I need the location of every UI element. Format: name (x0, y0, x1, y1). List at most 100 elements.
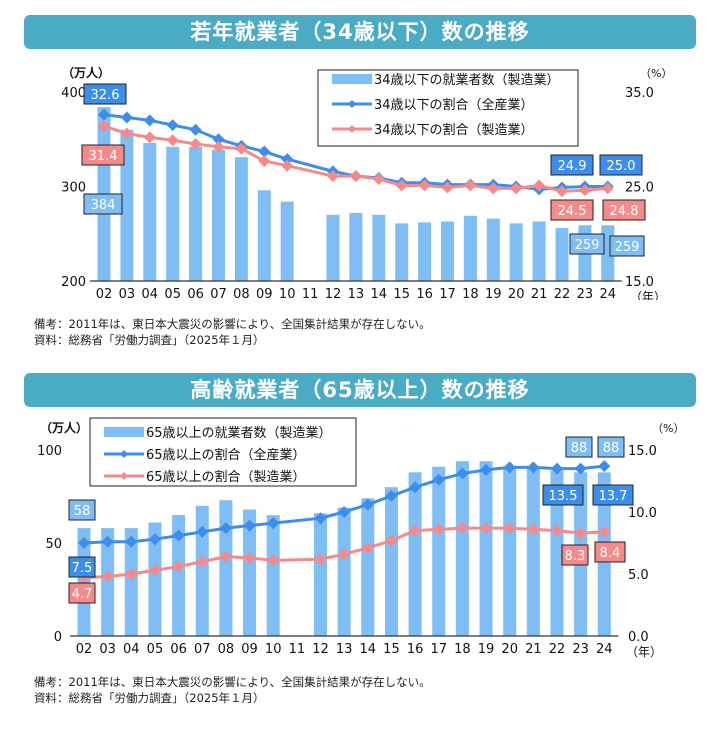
bar-09 (243, 509, 257, 636)
marker-all-04 (143, 114, 156, 127)
legend-swatch-marker (348, 125, 356, 133)
x-tick-label: 16 (416, 287, 433, 300)
legend-swatch-bar (104, 427, 144, 437)
marker-all-19 (480, 463, 493, 476)
bar-17 (441, 221, 454, 281)
marker-all-14 (361, 498, 374, 511)
x-tick-label: 15 (393, 287, 410, 300)
marker-mfg-06 (172, 560, 185, 573)
x-tick-label: 22 (549, 642, 566, 657)
x-tick-label: 16 (407, 642, 424, 657)
x-tick-label: 07 (194, 642, 211, 657)
x-tick-label: 07 (210, 287, 227, 300)
marker-mfg-03 (120, 127, 133, 140)
left-tick-label: 200 (61, 275, 86, 290)
bar-05 (148, 522, 162, 636)
marker-all-13 (338, 506, 351, 518)
marker-all-22 (551, 462, 563, 475)
marker-mfg-19 (487, 182, 500, 195)
x-tick-label: 02 (96, 287, 113, 300)
marker-mfg-21 (527, 523, 540, 536)
left-tick-label: 400 (61, 86, 86, 101)
marker-all-10 (281, 153, 294, 166)
line-all-industries (83, 464, 605, 545)
data-label: 4.7 (72, 587, 93, 602)
bar-05 (166, 146, 180, 281)
x-tick-label: 12 (325, 287, 342, 300)
bar-20 (509, 223, 523, 281)
data-label-box (597, 436, 625, 458)
bar-12 (314, 513, 327, 636)
left-tick-label: 100 (37, 444, 62, 459)
marker-all-07 (196, 525, 209, 538)
bar-16 (408, 472, 422, 636)
marker-all-18 (456, 467, 469, 480)
data-label-box (68, 499, 96, 521)
legend-entry: 34歳以下の就業者数（製造業） (374, 72, 560, 88)
right-tick-label: 10.0 (628, 506, 657, 521)
legend-entry: 65歳以上の割合（製造業） (146, 469, 306, 485)
x-tick-label: 24 (600, 287, 617, 300)
left-tick-label: 0 (54, 630, 62, 645)
line-manufacturing (83, 526, 605, 580)
data-label: 24.8 (610, 204, 639, 219)
x-tick-label: 06 (170, 642, 187, 657)
marker-mfg-14 (361, 541, 374, 554)
marker-mfg-02 (98, 120, 110, 133)
marker-mfg-13 (349, 170, 362, 183)
legend-swatch-bar (332, 74, 372, 84)
x-tick-label: 04 (123, 642, 140, 657)
marker-all-07 (212, 133, 225, 146)
marker-all-05 (166, 119, 179, 132)
marker-mfg-03 (101, 570, 114, 583)
marker-all-04 (125, 535, 138, 548)
marker-all-03 (101, 535, 114, 548)
right-tick-label: 35.0 (625, 86, 654, 101)
x-tick-label: 18 (462, 287, 479, 300)
marker-mfg-17 (441, 181, 454, 194)
legend-entry: 34歳以下の割合（全産業） (374, 97, 534, 113)
x-tick-label: 20 (508, 287, 525, 300)
x-tick-label: 22 (554, 287, 571, 300)
marker-all-15 (385, 489, 398, 502)
marker-mfg-16 (409, 524, 422, 537)
marker-mfg-24 (601, 182, 614, 195)
chart-title-senior: 高齢就業者（65歳以上）数の推移 (24, 373, 696, 407)
bar-16 (418, 222, 432, 281)
x-tick-label: 23 (572, 642, 589, 657)
legend-entry: 65歳以上の割合（全産業） (146, 447, 306, 463)
marker-all-16 (409, 481, 422, 494)
data-label-box (565, 436, 593, 458)
x-tick-label: 15 (383, 642, 400, 657)
marker-mfg-15 (385, 534, 398, 547)
line-manufacturing (103, 124, 608, 193)
bar-08 (234, 157, 248, 281)
x-tick-label: 23 (577, 287, 594, 300)
bar-06 (189, 146, 203, 281)
source-young: 資料：総務省「労働力調査」（2025年１月） (34, 333, 265, 347)
data-label: 259 (615, 240, 640, 255)
marker-all-06 (172, 529, 185, 542)
marker-mfg-12 (327, 170, 339, 183)
marker-mfg-17 (432, 523, 445, 536)
marker-mfg-10 (267, 554, 280, 567)
legend-entry: 34歳以下の割合（製造業） (374, 122, 534, 138)
data-label-box (83, 193, 123, 215)
right-tick-label: 15.0 (625, 275, 654, 290)
marker-mfg-23 (578, 184, 591, 197)
marker-all-02 (98, 108, 110, 121)
x-tick-label: 02 (76, 642, 93, 657)
marker-mfg-04 (125, 568, 138, 580)
data-label-box (68, 556, 96, 578)
data-label-box (83, 83, 127, 105)
right-tick-label: 15.0 (628, 444, 657, 459)
data-label: 25.0 (607, 159, 636, 174)
marker-mfg-09 (243, 551, 256, 564)
x-tick-label: 19 (485, 287, 502, 300)
marker-mfg-18 (464, 179, 477, 192)
data-label-box (561, 544, 589, 566)
data-label: 88 (603, 441, 620, 456)
x-tick-label: 09 (241, 642, 258, 657)
chart-title-young: 若年就業者（34歳以下）数の推移 (24, 15, 696, 49)
